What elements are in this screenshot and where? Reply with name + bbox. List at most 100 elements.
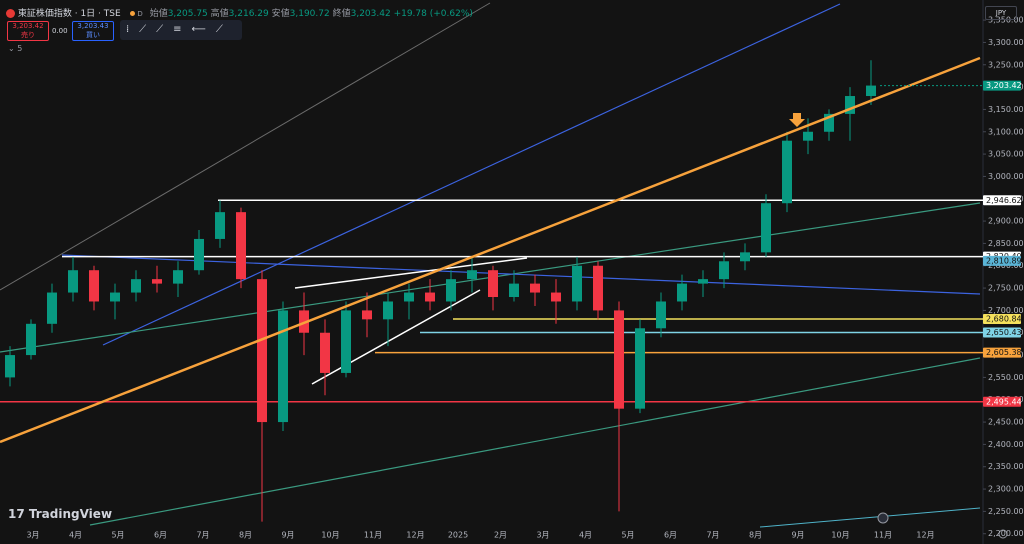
drawing-toolbar[interactable]: ⁞⟋⟋≡⟵⟋ [120, 20, 242, 40]
spread: 0.00 [52, 27, 68, 35]
candle-body [89, 270, 99, 302]
y-tick-label: 2,250.00 [988, 507, 1024, 516]
level-tag-label: 2,650.43 [986, 328, 1022, 337]
candle-body [782, 140, 792, 204]
candle-body [131, 279, 141, 293]
y-tick-label: 2,450.00 [988, 418, 1024, 427]
y-tick-label: 2,350.00 [988, 462, 1024, 471]
candle-body [257, 279, 267, 423]
arrow-marker [789, 113, 805, 127]
level-tag [983, 195, 1021, 206]
sell-label: 売り [21, 31, 35, 39]
x-tick-label: 8月 [239, 531, 252, 540]
currency[interactable]: JPY [985, 6, 1017, 20]
candle-body [341, 310, 351, 373]
buy-label: 買い [86, 31, 100, 39]
candle-body [761, 203, 771, 253]
sell-price: 3,203.42 [12, 22, 44, 30]
y-tick-label: 2,300.00 [988, 485, 1024, 494]
trend-line [102, 3, 841, 346]
level-tag [983, 255, 1021, 266]
close-label: 終値 [332, 9, 351, 19]
x-tick-label: 5月 [621, 531, 634, 540]
trend-line [759, 507, 981, 528]
y-tick-label: 2,200.00 [988, 529, 1024, 538]
candle-body [362, 310, 372, 320]
level-tag [983, 396, 1021, 407]
status-dot [129, 11, 135, 16]
candle-body [68, 270, 78, 293]
candle-body [803, 131, 813, 141]
candle-body [26, 323, 36, 356]
x-tick-label: 11月 [364, 531, 382, 540]
buy-button[interactable]: 3,203.43 買い [72, 21, 114, 41]
buy-price: 3,203.43 [77, 22, 109, 30]
x-tick-label: 3月 [26, 531, 39, 540]
y-tick-label: 2,750.00 [988, 284, 1024, 293]
y-tick-label: 3,000.00 [988, 172, 1024, 181]
x-tick-label: 12月 [916, 531, 934, 540]
candle-body [5, 355, 15, 378]
level-tag-label: 2,605.38 [986, 348, 1022, 357]
candle-body [488, 270, 498, 298]
trend-line [311, 289, 481, 385]
x-tick-label: 11月 [874, 531, 892, 540]
indicator-count-value: 5 [17, 44, 23, 53]
open-label: 始値 [149, 9, 168, 19]
candle-body [614, 310, 624, 409]
candle-body [404, 292, 414, 302]
brand: 17 TradingView [8, 507, 113, 521]
level-tag [983, 327, 1021, 338]
x-tick-label: 9月 [791, 531, 804, 540]
candle-body [215, 212, 225, 239]
x-tick-label: 2025 [448, 531, 468, 540]
symbol-row: 東証株価指数 · 1日 · TSE D 始値3,205.75 高値3,216.2… [6, 6, 473, 19]
y-tick-label: 2,400.00 [988, 440, 1024, 449]
candle-body [551, 292, 561, 302]
candle-body [740, 252, 750, 262]
candle-body [47, 292, 57, 324]
x-tick-label: 4月 [69, 531, 82, 540]
high-value: 3,216.29 [228, 9, 269, 19]
candle-body [509, 283, 519, 298]
candle-body [530, 283, 540, 293]
candle-body [173, 270, 183, 284]
close-value: 3,203.42 [350, 9, 391, 19]
trend-line [294, 257, 528, 289]
x-tick-label: 4月 [579, 531, 592, 540]
trend-line [89, 357, 981, 526]
trend-line [0, 2, 491, 291]
candle-body [866, 85, 876, 97]
x-tick-label: 10月 [321, 531, 339, 540]
candle-body [824, 113, 834, 132]
candle-body [467, 270, 477, 280]
sell-button[interactable]: 3,203.42 売り [7, 21, 49, 41]
y-tick-label: 2,550.00 [988, 373, 1024, 382]
level-tag-label: 2,946.62 [986, 196, 1022, 205]
last-price-label: 3,203.42 [986, 81, 1022, 90]
change: +19.78 (+0.62%) [393, 9, 473, 19]
low-label: 安値 [271, 9, 290, 19]
brand-name: TradingView [28, 507, 113, 521]
last-price-tag [983, 80, 1021, 91]
y-tick-label: 3,050.00 [988, 150, 1024, 159]
candle-body [719, 261, 729, 280]
y-tick-label: 3,350.00 [988, 16, 1024, 25]
candle-body [698, 279, 708, 284]
candle-body [845, 96, 855, 114]
candle-body [446, 279, 456, 302]
candle-body [236, 212, 246, 280]
low-value: 3,190.72 [289, 9, 330, 19]
candle-body [278, 310, 288, 423]
candle-body [425, 292, 435, 302]
candle-body [656, 301, 666, 329]
candle-body [194, 238, 204, 271]
settings-icon [998, 529, 1008, 539]
y-tick-label: 3,100.00 [988, 127, 1024, 136]
candle-body [635, 328, 645, 409]
symbol: 東証株価指数 · 1日 · TSE [17, 9, 121, 19]
y-tick-label: 2,700.00 [988, 306, 1024, 315]
symbol-icon [6, 9, 15, 18]
